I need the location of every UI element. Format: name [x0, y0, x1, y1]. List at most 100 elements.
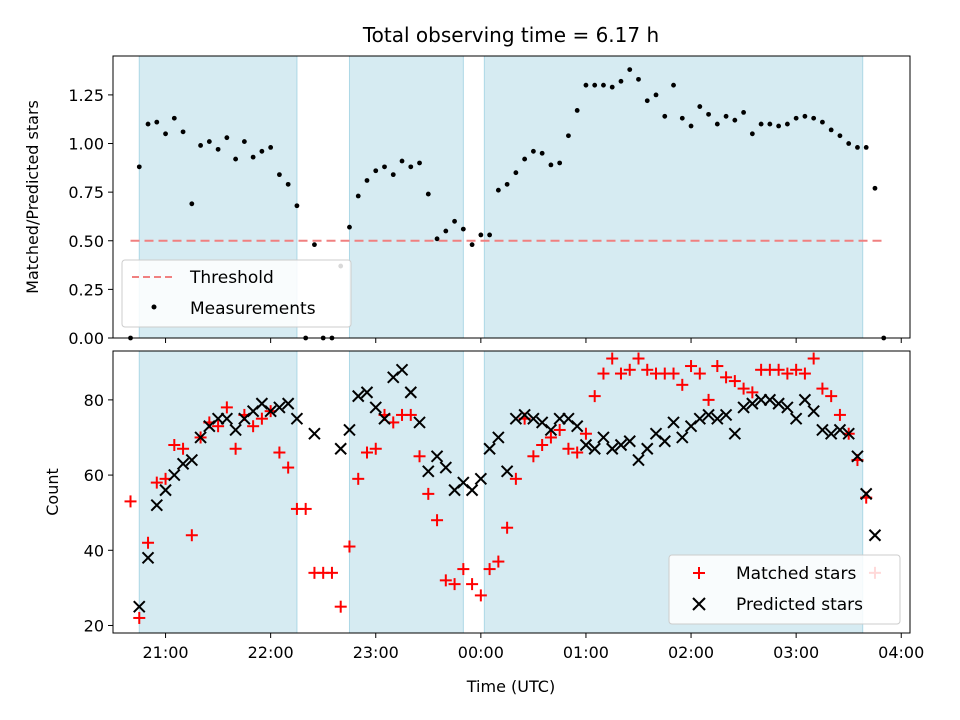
measurement-point	[504, 181, 510, 187]
predicted-star-point	[343, 423, 356, 437]
predicted-star-point	[579, 438, 593, 452]
measurement-point	[136, 164, 142, 170]
measurement-point	[714, 121, 720, 127]
matched-star-point	[728, 375, 741, 388]
predicted-star-point	[150, 498, 163, 512]
measurement-point	[355, 193, 361, 199]
predicted-star-point	[676, 431, 689, 444]
predicted-star-point	[754, 393, 768, 407]
measurement-point	[294, 203, 300, 209]
measurement-point	[627, 67, 633, 73]
count-y-tick-label: 60	[84, 466, 104, 485]
ratio-y-tick-label: 0.50	[68, 232, 104, 251]
measurement-point	[723, 113, 729, 119]
measurement-point	[837, 133, 843, 139]
matched-star-point	[685, 360, 698, 373]
measurement-point	[592, 82, 598, 88]
matched-star-point	[439, 574, 452, 587]
predicted-star-point	[290, 412, 304, 425]
measurement-point	[241, 139, 247, 144]
predicted-star-point	[606, 442, 619, 455]
predicted-star-point	[395, 363, 409, 377]
matched-star-point	[150, 476, 163, 489]
predicted-star-point	[789, 412, 803, 425]
measurement-point	[215, 146, 221, 152]
measurement-point	[347, 224, 352, 230]
predicted-star-point	[404, 386, 417, 399]
predicted-star-point	[465, 483, 479, 497]
measurement-point	[145, 121, 151, 127]
measurement-point	[688, 123, 694, 129]
x-axis-label: Time (UTC)	[466, 677, 555, 696]
count-x-axis: 21:00 22:00 23:00 00:00 01:00 02:00 03:00 04:00	[142, 633, 924, 662]
predicted-star-point	[159, 483, 172, 497]
measurement-point	[776, 123, 782, 129]
predicted-star-point	[509, 412, 523, 425]
matched-star-point	[422, 487, 435, 500]
count-observing-window	[138, 350, 298, 634]
measurement-point	[382, 164, 387, 170]
matched-star-point	[247, 420, 260, 433]
predicted-star-point	[369, 401, 382, 414]
measurements-series	[128, 67, 887, 341]
measurement-point	[233, 156, 239, 162]
measurement-point	[154, 119, 160, 125]
predicted-star-point	[185, 453, 199, 467]
measurement-point	[820, 119, 825, 125]
measurement-point	[583, 82, 589, 88]
matched-star-point	[509, 472, 522, 485]
count-y-axis: 20 40 60 80	[84, 391, 113, 635]
predicted-star-point	[492, 431, 505, 444]
measurement-point	[767, 121, 773, 127]
measurement-point	[574, 108, 580, 113]
matched-legend-label: Matched stars	[736, 564, 856, 584]
matched-star-point	[702, 393, 715, 406]
measurement-point	[425, 191, 431, 197]
ratio-y-tick-label: 1.25	[68, 86, 104, 105]
predicted-star-point	[500, 465, 514, 478]
predicted-star-point	[816, 423, 829, 437]
measurement-point	[557, 160, 563, 166]
ratio-plot-frame	[112, 55, 911, 339]
measurement-point	[811, 115, 817, 121]
measurement-point	[495, 187, 501, 193]
matched-star-point	[448, 578, 461, 591]
predicted-star-point	[439, 461, 453, 474]
measurement-point	[671, 82, 676, 88]
x-tick-label: 21:00	[142, 643, 188, 662]
matched-star-point	[352, 472, 365, 485]
matched-star-point	[606, 352, 619, 365]
predicted-star-point	[623, 435, 636, 448]
predicted-star-point	[763, 393, 777, 407]
matched-star-point	[369, 442, 382, 455]
count-y-tick-label: 20	[84, 616, 104, 635]
predicted-star-point	[229, 423, 242, 437]
measurement-point	[224, 135, 230, 141]
measurement-point	[487, 232, 493, 238]
ratio-observing-window	[483, 55, 864, 339]
x-tick-label: 00:00	[458, 643, 504, 662]
matched-star-point	[536, 439, 549, 451]
predicted-star-point	[860, 487, 873, 501]
measurement-point	[706, 111, 711, 117]
measurement-point	[679, 115, 685, 121]
matched-star-point	[544, 431, 557, 444]
matched-star-point	[772, 363, 785, 376]
threshold-legend-label: Threshold	[189, 268, 274, 288]
predicted-star-point	[658, 435, 671, 448]
measurement-point	[460, 226, 466, 232]
measurement-point	[443, 228, 449, 234]
x-tick-label: 04:00	[878, 643, 924, 662]
measurement-point	[732, 117, 738, 123]
predicted-star-point	[474, 472, 488, 486]
ratio-legend: Threshold Measurements	[121, 259, 352, 328]
matched-star-point	[360, 446, 373, 459]
predicted-star-point	[308, 427, 321, 440]
matched-star-point	[623, 363, 636, 376]
predicted-star-point	[211, 412, 225, 425]
measurement-point	[189, 201, 195, 207]
measurement-point	[784, 121, 790, 127]
ratio-y-tick-label: 0.25	[68, 280, 104, 299]
measurement-point	[618, 78, 624, 84]
predicted-star-point	[422, 465, 435, 478]
